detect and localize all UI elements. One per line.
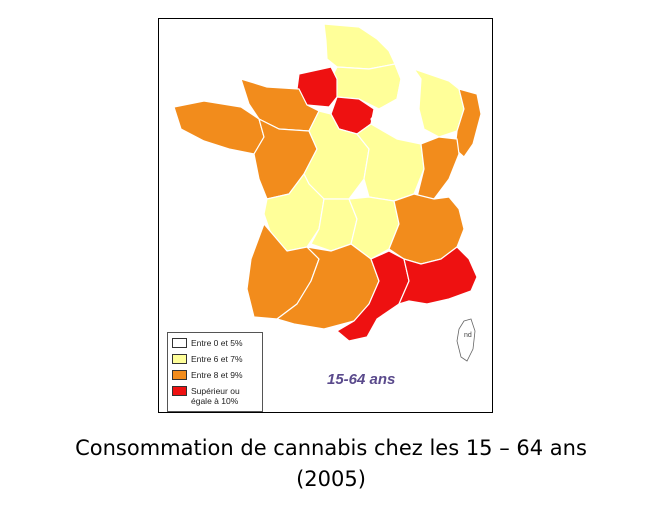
map-frame: nd Entre 0 et 5% Entre 6 et 7% Entre 8 e…	[158, 18, 493, 413]
map-legend: Entre 0 et 5% Entre 6 et 7% Entre 8 et 9…	[167, 332, 263, 412]
legend-swatch-orange	[172, 370, 187, 380]
legend-swatch-white	[172, 338, 187, 348]
legend-label: Entre 0 et 5%	[191, 338, 243, 348]
region-franche-comte	[416, 136, 460, 200]
region-provence-alpes-cote-dazur	[398, 246, 478, 305]
caption-title: Consommation de cannabis chez les 15 – 6…	[75, 436, 587, 460]
legend-item-0-5: Entre 0 et 5%	[172, 338, 243, 348]
region-bretagne	[173, 100, 265, 155]
map-subtitle: 15-64 ans	[327, 371, 396, 388]
legend-item-6-7: Entre 6 et 7%	[172, 354, 243, 364]
legend-label: Entre 8 et 9%	[191, 370, 243, 380]
legend-label: Supérieur ou égale à 10%	[191, 386, 240, 406]
region-midi-pyrenees	[276, 243, 380, 330]
region-corse	[456, 318, 476, 362]
corsica-nd-label: nd	[464, 332, 472, 339]
legend-item-10-plus: Supérieur ou égale à 10%	[172, 386, 240, 406]
france-regions-map	[173, 23, 482, 362]
legend-swatch-red	[172, 386, 187, 396]
legend-item-8-9: Entre 8 et 9%	[172, 370, 243, 380]
legend-swatch-yellow	[172, 354, 187, 364]
legend-label: Entre 6 et 7%	[191, 354, 243, 364]
region-nord-pas-de-calais	[323, 23, 396, 70]
caption-year: (2005)	[296, 467, 366, 491]
region-lorraine	[413, 68, 465, 138]
region-alsace	[454, 88, 482, 158]
